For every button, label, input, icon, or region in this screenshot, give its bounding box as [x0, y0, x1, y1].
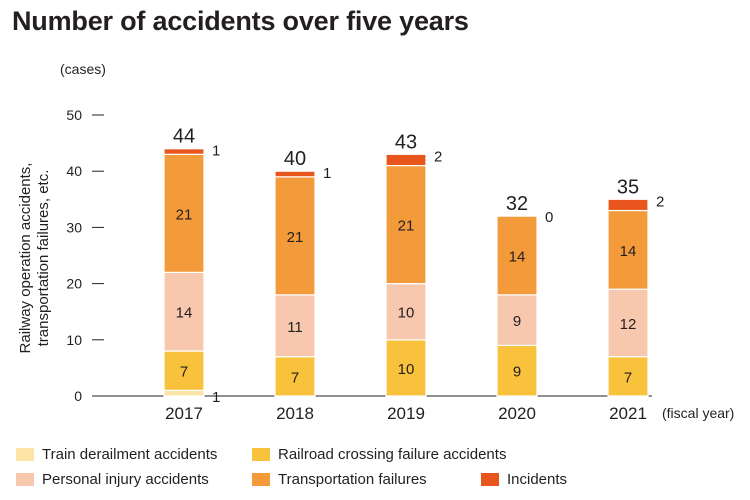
bar-segment [163, 389, 205, 397]
legend-item-incidents: Incidents [481, 471, 567, 488]
data-label: 21 [176, 206, 193, 223]
y-tick-label: 40 [66, 163, 82, 179]
bar-segment [607, 356, 649, 397]
legend-swatch [16, 473, 34, 486]
bar-segment [163, 153, 205, 273]
data-label: 2 [434, 148, 442, 165]
bar-segment [385, 153, 427, 167]
bar-segment [385, 339, 427, 397]
total-label: 32 [506, 193, 528, 215]
legend-label: Train derailment accidents [42, 446, 218, 463]
data-label: 14 [620, 243, 637, 260]
data-label: 1 [212, 143, 220, 160]
data-label: 12 [620, 316, 637, 333]
data-label: 1 [323, 165, 331, 182]
data-label: 7 [624, 369, 632, 386]
y-tick-label: 50 [66, 107, 82, 123]
data-label: 7 [291, 369, 299, 386]
bar-segment [385, 164, 427, 285]
total-label: 40 [284, 148, 306, 170]
x-tick-label: 2021 [609, 404, 647, 423]
x-tick-label: 2017 [165, 404, 203, 423]
bar-segment [274, 170, 316, 178]
data-label: 11 [287, 319, 303, 336]
y-tick-label: 10 [66, 332, 82, 348]
bar-segment [274, 176, 316, 296]
y-axis-title: Railway operation accidents,transportati… [17, 163, 52, 354]
data-label: 14 [509, 249, 526, 266]
legend-swatch [16, 448, 34, 461]
y-tick-label: 0 [74, 388, 82, 404]
bar-segment [496, 344, 538, 397]
x-tick-label: 2018 [276, 404, 314, 423]
data-label: 21 [287, 229, 304, 246]
legend-item-transportation-failures: Transportation failures [252, 471, 427, 488]
x-axis-title: (fiscal year) [662, 405, 734, 421]
data-label: 9 [513, 313, 521, 330]
legend-swatch [252, 448, 270, 461]
data-label: 0 [545, 209, 553, 226]
bar-segment [274, 356, 316, 397]
total-label: 44 [173, 126, 195, 148]
legend-swatch [481, 473, 499, 486]
legend-swatch [252, 473, 270, 486]
legend-item-train-derailment: Train derailment accidents [16, 446, 217, 463]
bar-segment [163, 148, 205, 155]
data-label: 14 [176, 305, 193, 322]
x-tick-label: 2020 [498, 404, 536, 423]
data-label: 10 [398, 361, 415, 378]
y-tick-label: 20 [66, 276, 82, 292]
legend-item-personal-injury: Personal injury accidents [16, 471, 209, 488]
data-label: 10 [398, 305, 415, 322]
x-tick-label: 2019 [387, 404, 425, 423]
legend-label: Transportation failures [278, 471, 427, 488]
bar-segment [607, 198, 649, 212]
data-label: 2 [656, 193, 664, 210]
chart-title: Number of accidents over five years [12, 6, 469, 36]
data-label: 1 [212, 389, 220, 406]
data-label: 21 [398, 218, 415, 235]
bar-segment [496, 215, 538, 296]
y-tick-label: 30 [66, 219, 82, 235]
y-unit-label: (cases) [60, 61, 106, 77]
legend-item-railroad-crossing: Railroad crossing failure accidents [252, 446, 506, 463]
legend-label: Railroad crossing failure accidents [278, 446, 507, 463]
total-label: 35 [617, 176, 639, 198]
legend-label: Personal injury accidents [42, 471, 209, 488]
total-label: 43 [395, 131, 417, 153]
data-label: 9 [513, 364, 521, 381]
bar-segment [385, 283, 427, 341]
data-label: 7 [180, 364, 188, 381]
legend-label: Incidents [507, 471, 568, 488]
bar-segment [274, 294, 316, 358]
bar-segment [496, 294, 538, 347]
